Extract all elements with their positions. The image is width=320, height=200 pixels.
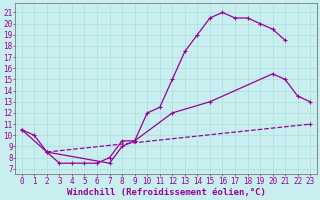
X-axis label: Windchill (Refroidissement éolien,°C): Windchill (Refroidissement éolien,°C) (67, 188, 266, 197)
